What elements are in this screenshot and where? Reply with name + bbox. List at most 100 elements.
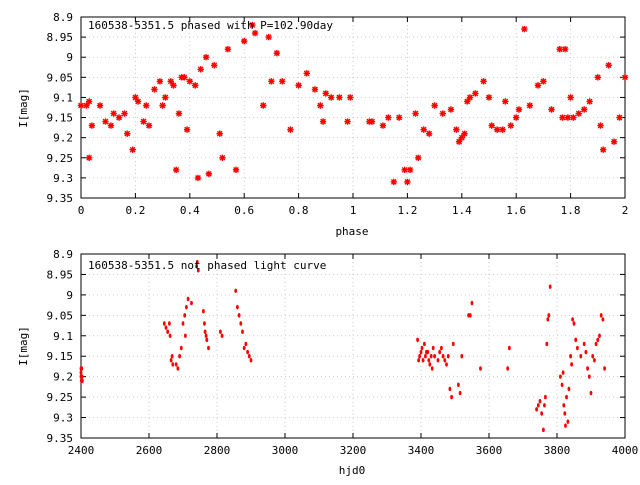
data-point — [603, 366, 606, 371]
data-point — [251, 29, 259, 37]
data-point — [427, 358, 431, 363]
data-point — [246, 349, 250, 355]
data-point — [513, 114, 520, 121]
x-tick-label: 2400 — [68, 444, 95, 457]
y-tick-label: 9.35 — [47, 432, 74, 445]
data-point — [77, 102, 85, 109]
data-point — [132, 94, 139, 101]
data-point — [597, 122, 604, 129]
data-point — [544, 394, 547, 400]
x-tick-label: 3800 — [544, 444, 571, 457]
data-point — [186, 296, 190, 302]
data-point — [436, 358, 440, 363]
data-point — [107, 122, 115, 129]
data-point — [241, 329, 244, 334]
data-point — [536, 403, 540, 408]
data-point — [183, 313, 187, 318]
data-point — [421, 358, 425, 363]
x-tick-label: 3000 — [272, 444, 299, 457]
y-tick-label: 9.1 — [53, 91, 73, 104]
data-point — [192, 82, 199, 89]
grid — [81, 254, 625, 438]
data-point — [450, 394, 453, 400]
data-point — [311, 86, 319, 93]
x-tick-label: 2800 — [204, 444, 231, 457]
data-point — [546, 317, 550, 322]
data-point — [461, 130, 468, 137]
data-point — [279, 78, 286, 85]
data-point — [85, 98, 93, 105]
data-point — [457, 382, 460, 388]
data-point — [579, 354, 583, 359]
data-point — [586, 366, 589, 371]
x-tick-label: 0.4 — [180, 204, 200, 217]
data-point — [88, 122, 96, 129]
data-point — [567, 94, 574, 101]
data-point — [247, 354, 251, 359]
data-point — [216, 130, 223, 137]
y-tick-label: 9.2 — [53, 371, 73, 384]
data-point — [548, 106, 555, 113]
data-point — [433, 354, 436, 359]
data-point — [488, 122, 495, 129]
x-tick-label: 1.4 — [452, 204, 472, 217]
data-point — [542, 427, 545, 433]
data-point — [453, 126, 460, 133]
y-tick-label: 9.05 — [47, 309, 74, 322]
data-point — [404, 178, 411, 186]
data-point — [173, 166, 180, 174]
data-point — [140, 118, 147, 125]
y-tick-label: 9 — [66, 289, 73, 302]
data-point — [204, 333, 208, 338]
data-point — [205, 170, 213, 178]
data-point — [234, 288, 238, 293]
y-tick-label: 8.9 — [53, 11, 73, 24]
data-point — [219, 329, 222, 334]
data-point — [196, 268, 200, 273]
data-point — [420, 345, 424, 351]
data-point — [129, 146, 136, 153]
data-point — [190, 300, 193, 306]
data-point — [559, 374, 562, 379]
data-point — [596, 337, 600, 343]
data-point — [181, 321, 185, 326]
data-point — [418, 354, 422, 359]
data-point — [115, 114, 123, 121]
data-point — [83, 102, 90, 109]
data-point — [244, 341, 248, 347]
data-point — [156, 78, 164, 85]
x-tick-label: 0 — [78, 204, 85, 217]
data-point — [241, 37, 248, 45]
data-point — [468, 313, 472, 318]
data-point — [170, 82, 177, 89]
data-point — [446, 354, 450, 359]
data-point — [569, 354, 572, 359]
data-point — [562, 403, 566, 408]
data-point — [543, 403, 546, 408]
data-point — [268, 78, 275, 85]
data-point — [581, 106, 588, 113]
data-point — [591, 354, 595, 359]
data-point — [439, 110, 446, 117]
y-tick-label: 9.3 — [53, 412, 73, 425]
data-point — [428, 362, 432, 367]
data-point — [587, 374, 591, 379]
chart-title: 160538-5351.5 not phased light curve — [88, 259, 326, 272]
data-point — [186, 78, 193, 85]
data-point — [396, 114, 403, 121]
data-point — [515, 106, 523, 113]
data-point — [493, 126, 501, 133]
data-point — [485, 94, 493, 101]
data-point — [575, 110, 582, 117]
data-point — [185, 304, 188, 310]
data-point — [205, 337, 209, 343]
data-point — [202, 54, 210, 61]
data-point — [145, 122, 153, 129]
data-point — [415, 154, 422, 161]
data-point — [385, 114, 392, 121]
data-point — [236, 304, 239, 310]
data-point — [423, 341, 426, 347]
data-point — [576, 345, 579, 351]
data-point — [164, 325, 168, 330]
